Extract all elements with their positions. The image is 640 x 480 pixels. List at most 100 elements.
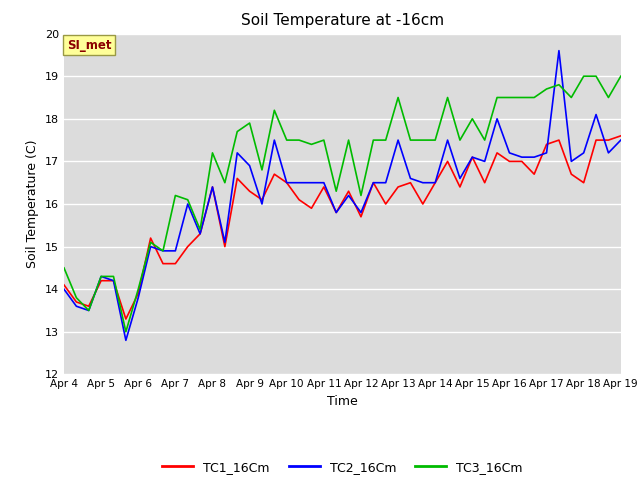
TC1_16Cm	[605, 137, 612, 143]
TC1_16Cm	[320, 184, 328, 190]
TC3_16Cm	[172, 192, 179, 198]
TC2_16Cm	[419, 180, 427, 186]
TC3_16Cm	[196, 227, 204, 232]
TC2_16Cm	[109, 278, 117, 284]
TC2_16Cm	[555, 48, 563, 53]
TC3_16Cm	[159, 248, 167, 254]
TC3_16Cm	[394, 95, 402, 100]
TC1_16Cm	[580, 180, 588, 186]
TC2_16Cm	[580, 150, 588, 156]
TC2_16Cm	[221, 240, 228, 245]
TC1_16Cm	[444, 158, 451, 164]
TC3_16Cm	[332, 188, 340, 194]
TC3_16Cm	[221, 180, 228, 186]
TC2_16Cm	[456, 176, 464, 181]
TC1_16Cm	[419, 201, 427, 207]
TC1_16Cm	[109, 278, 117, 284]
TC1_16Cm	[568, 171, 575, 177]
TC2_16Cm	[394, 137, 402, 143]
TC2_16Cm	[617, 137, 625, 143]
TC3_16Cm	[518, 95, 525, 100]
TC3_16Cm	[134, 286, 142, 292]
TC1_16Cm	[555, 137, 563, 143]
TC3_16Cm	[568, 95, 575, 100]
TC1_16Cm	[481, 180, 488, 186]
TC3_16Cm	[444, 95, 451, 100]
TC2_16Cm	[258, 201, 266, 207]
TC2_16Cm	[147, 244, 154, 250]
TC2_16Cm	[493, 116, 501, 121]
Line: TC1_16Cm: TC1_16Cm	[64, 136, 621, 319]
TC3_16Cm	[506, 95, 513, 100]
TC2_16Cm	[234, 150, 241, 156]
TC3_16Cm	[283, 137, 291, 143]
TC2_16Cm	[97, 274, 105, 279]
TC1_16Cm	[394, 184, 402, 190]
TC3_16Cm	[493, 95, 501, 100]
TC3_16Cm	[456, 137, 464, 143]
TC2_16Cm	[122, 337, 130, 343]
Line: TC2_16Cm: TC2_16Cm	[64, 50, 621, 340]
TC1_16Cm	[234, 176, 241, 181]
TC3_16Cm	[234, 129, 241, 134]
TC1_16Cm	[184, 244, 191, 250]
TC2_16Cm	[345, 192, 353, 198]
TC3_16Cm	[419, 137, 427, 143]
TC1_16Cm	[221, 244, 228, 250]
TC2_16Cm	[308, 180, 316, 186]
TC3_16Cm	[382, 137, 390, 143]
TC1_16Cm	[456, 184, 464, 190]
TC3_16Cm	[308, 142, 316, 147]
TC2_16Cm	[431, 180, 439, 186]
TC2_16Cm	[605, 150, 612, 156]
TC2_16Cm	[295, 180, 303, 186]
TC3_16Cm	[431, 137, 439, 143]
TC2_16Cm	[196, 231, 204, 237]
TC3_16Cm	[369, 137, 377, 143]
TC3_16Cm	[147, 240, 154, 245]
TC2_16Cm	[531, 154, 538, 160]
Legend: TC1_16Cm, TC2_16Cm, TC3_16Cm: TC1_16Cm, TC2_16Cm, TC3_16Cm	[157, 456, 528, 479]
TC1_16Cm	[617, 133, 625, 139]
TC1_16Cm	[122, 316, 130, 322]
TC1_16Cm	[357, 214, 365, 220]
TC1_16Cm	[97, 278, 105, 284]
TC1_16Cm	[85, 303, 93, 309]
TC3_16Cm	[184, 197, 191, 203]
TC3_16Cm	[246, 120, 253, 126]
TC2_16Cm	[543, 150, 550, 156]
TC3_16Cm	[605, 95, 612, 100]
TC1_16Cm	[258, 197, 266, 203]
TC1_16Cm	[493, 150, 501, 156]
TC1_16Cm	[543, 142, 550, 147]
TC3_16Cm	[592, 73, 600, 79]
TC2_16Cm	[246, 163, 253, 168]
TC1_16Cm	[332, 210, 340, 216]
TC3_16Cm	[531, 95, 538, 100]
TC3_16Cm	[580, 73, 588, 79]
TC3_16Cm	[209, 150, 216, 156]
TC3_16Cm	[543, 86, 550, 92]
TC1_16Cm	[308, 205, 316, 211]
TC3_16Cm	[468, 116, 476, 121]
Title: Soil Temperature at -16cm: Soil Temperature at -16cm	[241, 13, 444, 28]
X-axis label: Time: Time	[327, 395, 358, 408]
TC1_16Cm	[369, 180, 377, 186]
TC2_16Cm	[592, 112, 600, 118]
Line: TC3_16Cm: TC3_16Cm	[64, 76, 621, 332]
TC2_16Cm	[209, 184, 216, 190]
TC2_16Cm	[320, 180, 328, 186]
TC1_16Cm	[271, 171, 278, 177]
TC2_16Cm	[369, 180, 377, 186]
Text: SI_met: SI_met	[67, 39, 111, 52]
TC2_16Cm	[85, 308, 93, 313]
TC2_16Cm	[184, 201, 191, 207]
TC1_16Cm	[592, 137, 600, 143]
TC3_16Cm	[406, 137, 414, 143]
TC2_16Cm	[60, 286, 68, 292]
TC1_16Cm	[382, 201, 390, 207]
TC1_16Cm	[172, 261, 179, 266]
TC1_16Cm	[72, 299, 80, 305]
TC1_16Cm	[159, 261, 167, 266]
TC2_16Cm	[444, 137, 451, 143]
